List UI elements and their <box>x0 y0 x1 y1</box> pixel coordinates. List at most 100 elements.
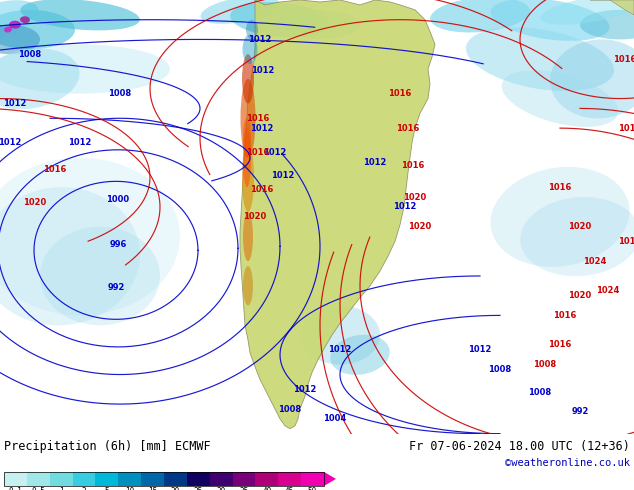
Bar <box>278 472 301 486</box>
Ellipse shape <box>501 70 618 127</box>
Ellipse shape <box>550 39 634 119</box>
Ellipse shape <box>466 27 614 91</box>
Text: 1020: 1020 <box>243 212 267 221</box>
Text: 1016: 1016 <box>618 237 634 246</box>
Ellipse shape <box>0 45 170 94</box>
Bar <box>301 472 324 486</box>
Bar <box>119 472 141 486</box>
Text: 1020: 1020 <box>23 197 47 207</box>
Text: Precipitation (6h) [mm] ECMWF: Precipitation (6h) [mm] ECMWF <box>4 440 210 453</box>
Text: 1: 1 <box>59 488 63 490</box>
Ellipse shape <box>20 16 30 23</box>
Ellipse shape <box>491 167 630 267</box>
Text: 1012: 1012 <box>0 138 22 147</box>
Text: 1024: 1024 <box>597 286 619 295</box>
Text: 1012: 1012 <box>68 138 92 147</box>
Text: 15: 15 <box>148 488 157 490</box>
Text: 1012: 1012 <box>249 35 272 44</box>
Ellipse shape <box>280 10 360 39</box>
Text: 992: 992 <box>571 408 589 416</box>
Ellipse shape <box>242 143 254 212</box>
Ellipse shape <box>4 26 12 32</box>
Text: 1012: 1012 <box>271 171 295 180</box>
Ellipse shape <box>243 128 251 187</box>
Polygon shape <box>590 0 634 15</box>
Text: 1020: 1020 <box>568 291 592 300</box>
Text: 1020: 1020 <box>408 222 432 231</box>
Text: 1016: 1016 <box>396 123 420 133</box>
Text: 1008: 1008 <box>108 89 132 98</box>
Text: 992: 992 <box>107 283 125 293</box>
Text: 1016: 1016 <box>388 89 411 98</box>
Text: 1016: 1016 <box>613 54 634 64</box>
Text: ©weatheronline.co.uk: ©weatheronline.co.uk <box>505 458 630 468</box>
Ellipse shape <box>0 24 40 54</box>
Polygon shape <box>324 472 336 486</box>
Text: 20: 20 <box>171 488 180 490</box>
Ellipse shape <box>240 79 256 158</box>
Ellipse shape <box>0 0 39 39</box>
Ellipse shape <box>243 212 253 261</box>
Text: 1016: 1016 <box>401 161 425 170</box>
Text: 45: 45 <box>285 488 294 490</box>
Text: 1016: 1016 <box>548 341 572 349</box>
Text: 1016: 1016 <box>247 148 269 157</box>
Ellipse shape <box>541 0 634 24</box>
Text: 1008: 1008 <box>488 365 512 374</box>
Text: 1016: 1016 <box>250 185 274 194</box>
Ellipse shape <box>243 266 253 306</box>
Text: 1024: 1024 <box>583 257 607 266</box>
Text: 1016: 1016 <box>548 183 572 192</box>
Text: 1012: 1012 <box>251 67 275 75</box>
Polygon shape <box>240 0 435 429</box>
Text: 5: 5 <box>105 488 109 490</box>
Bar <box>27 472 49 486</box>
Text: 30: 30 <box>217 488 226 490</box>
Ellipse shape <box>40 227 160 325</box>
Ellipse shape <box>243 118 251 158</box>
Text: 1012: 1012 <box>469 345 492 354</box>
Bar <box>96 472 119 486</box>
Ellipse shape <box>242 34 257 64</box>
Ellipse shape <box>430 0 530 32</box>
Text: 1012: 1012 <box>328 345 352 354</box>
Ellipse shape <box>520 197 634 276</box>
Ellipse shape <box>200 0 280 24</box>
Ellipse shape <box>580 10 634 39</box>
Text: 50: 50 <box>308 488 317 490</box>
Text: 1008: 1008 <box>278 405 302 414</box>
Text: 1004: 1004 <box>323 415 347 423</box>
Text: 1000: 1000 <box>107 195 129 203</box>
Ellipse shape <box>20 0 139 30</box>
Text: 1012: 1012 <box>363 158 387 167</box>
Text: 1012: 1012 <box>3 99 27 108</box>
Ellipse shape <box>9 21 21 28</box>
Ellipse shape <box>330 335 390 375</box>
Text: 1008: 1008 <box>18 49 42 59</box>
Bar <box>164 472 187 486</box>
Bar <box>233 472 256 486</box>
Ellipse shape <box>0 187 140 325</box>
Ellipse shape <box>300 306 380 365</box>
Text: 1008: 1008 <box>533 360 557 369</box>
Text: 1012: 1012 <box>263 148 287 157</box>
Text: 996: 996 <box>109 240 127 249</box>
Bar <box>49 472 72 486</box>
Text: 1020: 1020 <box>568 222 592 231</box>
Text: 1016: 1016 <box>43 165 67 174</box>
Text: 0.1: 0.1 <box>8 488 22 490</box>
Text: 35: 35 <box>240 488 249 490</box>
Ellipse shape <box>0 158 180 316</box>
Ellipse shape <box>491 0 609 41</box>
Text: 1020: 1020 <box>403 193 427 201</box>
Bar <box>210 472 233 486</box>
Bar <box>4 472 324 486</box>
Bar <box>4 472 27 486</box>
Text: 2: 2 <box>82 488 86 490</box>
Ellipse shape <box>0 10 75 49</box>
Text: 40: 40 <box>262 488 271 490</box>
Text: Fr 07-06-2024 18.00 UTC (12+36): Fr 07-06-2024 18.00 UTC (12+36) <box>409 440 630 453</box>
Ellipse shape <box>246 20 258 39</box>
Text: 10: 10 <box>125 488 134 490</box>
Text: 1016: 1016 <box>553 311 577 320</box>
